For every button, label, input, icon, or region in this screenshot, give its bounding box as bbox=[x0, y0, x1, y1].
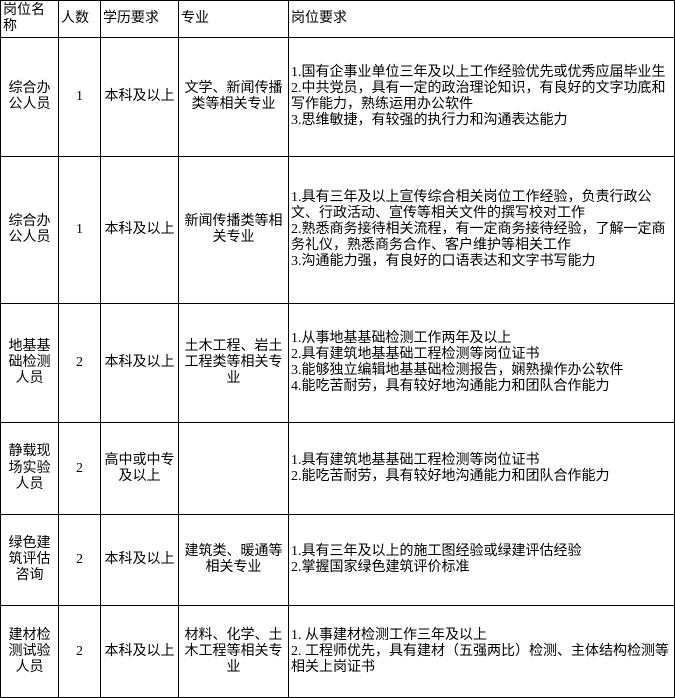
cell-major: 材料、化学、土木工程等相关专业 bbox=[179, 606, 289, 698]
cell-requirements: 1.具有三年及以上宣传综合相关岗位工作经验，负责行政公文、行政活动、宣传等相关文… bbox=[289, 157, 675, 304]
recruitment-table: 岗位名称 人数 学历要求 专业 岗位要求 综合办公人员1本科及以上文学、新闻传播… bbox=[0, 0, 675, 698]
cell-major: 土木工程、岩土工程类等相关专业 bbox=[179, 304, 289, 423]
table-row: 综合办公人员1本科及以上文学、新闻传播类等相关专业1.国有企事业单位三年及以上工… bbox=[1, 38, 675, 157]
cell-position: 绿色建筑评估咨询 bbox=[1, 514, 59, 606]
cell-position: 静载现场实验人员 bbox=[1, 423, 59, 515]
cell-position: 地基基础检测人员 bbox=[1, 304, 59, 423]
cell-major bbox=[179, 423, 289, 515]
table-row: 绿色建筑评估咨询2本科及以上建筑类、暖通等相关专业1.具有三年及以上的施工图经验… bbox=[1, 514, 675, 606]
col-major: 专业 bbox=[179, 1, 289, 38]
col-position: 岗位名称 bbox=[1, 1, 59, 38]
table-row: 建材检测试验人员2本科及以上材料、化学、土木工程等相关专业1. 从事建材检测工作… bbox=[1, 606, 675, 698]
cell-count: 1 bbox=[59, 38, 101, 157]
cell-count: 2 bbox=[59, 304, 101, 423]
cell-position: 建材检测试验人员 bbox=[1, 606, 59, 698]
cell-requirements: 1.具有三年及以上的施工图经验或绿建评估经验2.掌握国家绿色建筑评价标准 bbox=[289, 514, 675, 606]
cell-requirements: 1.国有企事业单位三年及以上工作经验优先或优秀应届毕业生2.中共党员，具有一定的… bbox=[289, 38, 675, 157]
table-row: 地基基础检测人员2本科及以上土木工程、岩土工程类等相关专业1.从事地基基础检测工… bbox=[1, 304, 675, 423]
col-count: 人数 bbox=[59, 1, 101, 38]
table-row: 综合办公人员1本科及以上新闻传播类等相关专业1.具有三年及以上宣传综合相关岗位工… bbox=[1, 157, 675, 304]
cell-education: 本科及以上 bbox=[101, 157, 179, 304]
table-row: 静载现场实验人员2高中或中专及以上 1.具有建筑地基基础工程检测等岗位证书2.能吃… bbox=[1, 423, 675, 515]
cell-major: 文学、新闻传播类等相关专业 bbox=[179, 38, 289, 157]
col-education: 学历要求 bbox=[101, 1, 179, 38]
table-body: 综合办公人员1本科及以上文学、新闻传播类等相关专业1.国有企事业单位三年及以上工… bbox=[1, 38, 675, 698]
cell-education: 本科及以上 bbox=[101, 514, 179, 606]
cell-education: 本科及以上 bbox=[101, 304, 179, 423]
cell-requirements: 1.具有建筑地基基础工程检测等岗位证书2.能吃苦耐劳，具有较好地沟通能力和团队合… bbox=[289, 423, 675, 515]
cell-count: 2 bbox=[59, 423, 101, 515]
cell-requirements: 1.从事地基基础检测工作两年及以上2.具有建筑地基基础工程检测等岗位证书3.能够… bbox=[289, 304, 675, 423]
cell-count: 1 bbox=[59, 157, 101, 304]
cell-education: 本科及以上 bbox=[101, 606, 179, 698]
cell-major: 新闻传播类等相关专业 bbox=[179, 157, 289, 304]
cell-education: 高中或中专及以上 bbox=[101, 423, 179, 515]
cell-position: 综合办公人员 bbox=[1, 157, 59, 304]
cell-education: 本科及以上 bbox=[101, 38, 179, 157]
recruitment-table-wrap: 岗位名称 人数 学历要求 专业 岗位要求 综合办公人员1本科及以上文学、新闻传播… bbox=[0, 0, 675, 698]
cell-requirements: 1. 从事建材检测工作三年及以上2. 工程师优先，具有建材（五强两比）检测、主体… bbox=[289, 606, 675, 698]
col-req: 岗位要求 bbox=[289, 1, 675, 38]
cell-count: 2 bbox=[59, 514, 101, 606]
cell-position: 综合办公人员 bbox=[1, 38, 59, 157]
cell-count: 2 bbox=[59, 606, 101, 698]
cell-major: 建筑类、暖通等相关专业 bbox=[179, 514, 289, 606]
table-header-row: 岗位名称 人数 学历要求 专业 岗位要求 bbox=[1, 1, 675, 38]
